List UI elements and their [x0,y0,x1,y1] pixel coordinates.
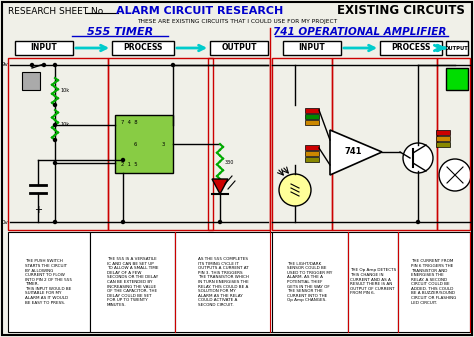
Circle shape [417,220,419,223]
Text: 10k: 10k [60,89,69,93]
Bar [283,41,341,55]
Polygon shape [330,130,382,175]
Text: AS THE 555 COMPLETES
ITS TIMING CYCLE IT
OUTPUTS A CURRENT AT
PIN 3. THIS TRIGGE: AS THE 555 COMPLETES ITS TIMING CYCLE IT… [198,257,249,307]
Text: OUTPUT: OUTPUT [445,45,469,51]
Bar [305,120,319,124]
Text: THESE ARE EXISTING CIRCUITS THAT I COULD USE FOR MY PROJECT: THESE ARE EXISTING CIRCUITS THAT I COULD… [137,19,337,24]
Text: THE CURRENT FROM
PIN 6 TRIGGERS THE
TRANSISTOR AND
ENERGISES THE
RELAY. A SECOND: THE CURRENT FROM PIN 6 TRIGGERS THE TRAN… [411,259,456,305]
Text: 0v: 0v [1,219,8,224]
Text: THE LIGHT/DARK
SENSOR COULD BE
USED TO TRIGGER MY
ALARM. AS THE A
POTENTIAL THIE: THE LIGHT/DARK SENSOR COULD BE USED TO T… [287,262,333,302]
Text: 555 TIMER: 555 TIMER [87,27,153,37]
Bar [272,232,348,332]
Bar [272,58,332,230]
Text: PROCESS: PROCESS [392,43,431,53]
Circle shape [439,159,471,191]
Bar [208,58,270,230]
Bar [112,41,174,55]
Bar [22,72,40,90]
Circle shape [30,63,34,66]
Bar [90,232,175,332]
Text: +: + [34,205,42,215]
Circle shape [172,63,174,66]
Bar [305,114,319,119]
Bar [210,41,268,55]
Bar [332,58,437,230]
Circle shape [54,139,56,142]
Text: THE PUSH SWITCH
STARTS THE CIRCUIT
BY ALLOWING
CURRENT TO FLOW
INTO PIN 2 OF THE: THE PUSH SWITCH STARTS THE CIRCUIT BY AL… [26,259,73,305]
Text: ALARM CIRCUIT RESEARCH: ALARM CIRCUIT RESEARCH [117,6,283,16]
Bar [8,232,90,332]
Bar [348,232,398,332]
Text: 6: 6 [133,142,137,147]
Bar [8,58,108,230]
Text: 330: 330 [225,159,234,164]
Bar [437,58,470,230]
Text: 741 OPERATIONAL AMPLIFIER: 741 OPERATIONAL AMPLIFIER [273,27,447,37]
Bar [446,68,468,90]
Text: THE Op Amp DETECTS
THIS CHANGE IN
CURRENT AND AS A
RESULT THERE IS AN
OUTPUT OF : THE Op Amp DETECTS THIS CHANGE IN CURREN… [350,269,396,296]
Bar [436,130,450,134]
Bar [108,58,213,230]
Text: INPUT: INPUT [299,43,325,53]
Circle shape [43,63,46,66]
Text: THE 555 IS A VERSATILE
IC AND CAN BE SET UP
TO ALLOW A SMALL TIME
DELAY OF A FEW: THE 555 IS A VERSATILE IC AND CAN BE SET… [107,257,158,307]
Circle shape [54,220,56,223]
Circle shape [54,63,56,66]
Bar [305,151,319,155]
Text: RESEARCH SHEET No: RESEARCH SHEET No [8,7,103,17]
Bar [436,136,450,141]
Circle shape [54,103,56,106]
Bar [446,41,468,55]
Circle shape [219,220,221,223]
Bar [380,41,442,55]
Text: 2  1  5: 2 1 5 [121,162,137,167]
Bar [115,115,173,173]
Circle shape [54,161,56,164]
Text: 10k: 10k [60,123,69,127]
Text: PROCESS: PROCESS [123,43,163,53]
Circle shape [121,158,125,161]
Circle shape [279,174,311,206]
Text: 7  4  8: 7 4 8 [121,121,137,125]
Circle shape [121,220,125,223]
Bar [305,108,319,113]
Text: INPUT: INPUT [31,43,57,53]
Bar [15,41,73,55]
Bar [305,157,319,161]
Text: 3: 3 [161,142,164,147]
Text: EXISTING CIRCUITS: EXISTING CIRCUITS [337,4,465,18]
Text: 9v: 9v [1,62,8,67]
Bar [175,232,272,332]
Bar [305,145,319,150]
Bar [398,232,470,332]
Circle shape [403,143,433,173]
Text: OUTPUT: OUTPUT [221,43,257,53]
Bar [436,142,450,147]
Polygon shape [212,179,228,194]
Text: 741: 741 [345,148,362,156]
Circle shape [54,123,56,126]
